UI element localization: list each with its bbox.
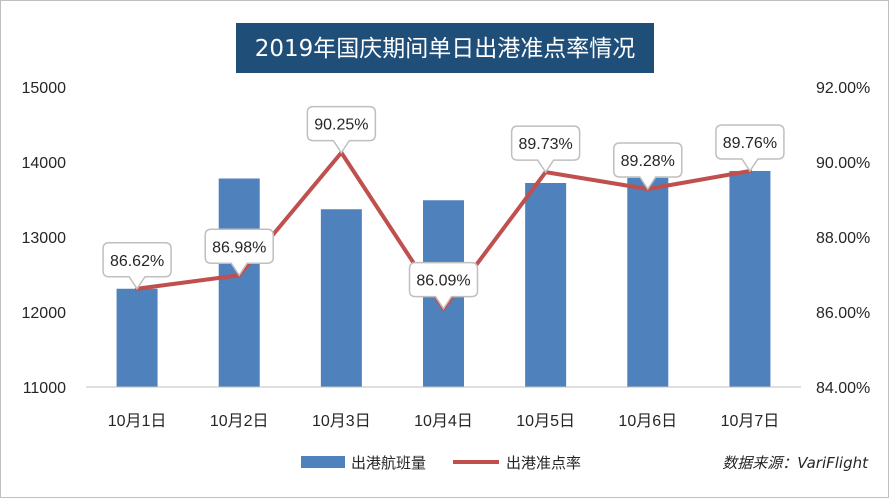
data-label-1: 86.62% xyxy=(110,253,164,270)
data-label-4: 86.09% xyxy=(416,273,470,290)
data-label-2: 86.98% xyxy=(212,239,266,256)
legend-bar-swatch xyxy=(301,456,345,468)
y-left-tick-label: 12000 xyxy=(22,305,67,322)
x-tick-label: 10月4日 xyxy=(414,413,473,430)
source-note: 数据来源：VariFlight xyxy=(722,454,869,472)
data-label-5: 89.73% xyxy=(519,136,573,153)
y-left-tick-label: 15000 xyxy=(22,80,67,97)
chart-title: 2019年国庆期间单日出港准点率情况 xyxy=(255,36,636,62)
data-label-bubble-1 xyxy=(102,242,172,291)
data-label-bubble-7 xyxy=(715,124,785,173)
bar-3 xyxy=(320,209,362,387)
y-left-tick-label: 11000 xyxy=(23,380,66,397)
bar-7 xyxy=(729,171,771,387)
data-label-bubble-3 xyxy=(306,105,377,154)
x-tick-label: 10月6日 xyxy=(618,413,677,430)
bar-2 xyxy=(218,178,260,387)
y-right-tick-label: 86.00% xyxy=(816,305,870,322)
x-tick-label: 10月5日 xyxy=(516,413,575,430)
legend: 出港航班量 出港准点率 xyxy=(301,454,581,472)
bar-1 xyxy=(116,288,158,387)
y-left-ticks: 11000 12000 13000 14000 15000 xyxy=(22,80,67,397)
data-label-bubble-5 xyxy=(510,125,581,174)
y-right-ticks: 84.00% 86.00% 88.00% 90.00% 92.00% xyxy=(816,80,870,397)
x-ticks: 10月1日 10月2日 10月3日 10月4日 10月5日 10月6日 10月7日 xyxy=(108,413,780,430)
bar-6 xyxy=(627,177,669,387)
data-label-bubble-4 xyxy=(408,261,479,310)
x-tick-label: 10月3日 xyxy=(312,413,371,430)
legend-bar-label: 出港航班量 xyxy=(351,454,426,472)
x-tick-label: 10月1日 xyxy=(108,413,167,430)
data-labels: 86.62% 86.98% 90.25% 86.09% 89.73% 89.28% 89.7… xyxy=(102,105,785,310)
y-right-tick-label: 88.00% xyxy=(816,230,870,247)
data-label-bubble-2 xyxy=(204,228,274,277)
x-tick-label: 10月7日 xyxy=(721,413,780,430)
y-left-tick-label: 13000 xyxy=(22,230,67,247)
data-label-7: 89.76% xyxy=(723,135,777,152)
data-label-bubble-6 xyxy=(613,142,683,191)
data-label-3: 90.25% xyxy=(314,117,368,134)
chart-title-background xyxy=(236,23,654,73)
bar-5 xyxy=(525,183,567,387)
y-right-tick-label: 84.00% xyxy=(816,380,870,397)
legend-line-label: 出港准点率 xyxy=(506,454,581,472)
y-left-tick-label: 14000 xyxy=(22,155,67,172)
y-right-tick-label: 90.00% xyxy=(816,155,870,172)
data-label-6: 89.28% xyxy=(621,153,675,170)
x-tick-label: 10月2日 xyxy=(210,413,269,430)
y-right-tick-label: 92.00% xyxy=(816,80,870,97)
